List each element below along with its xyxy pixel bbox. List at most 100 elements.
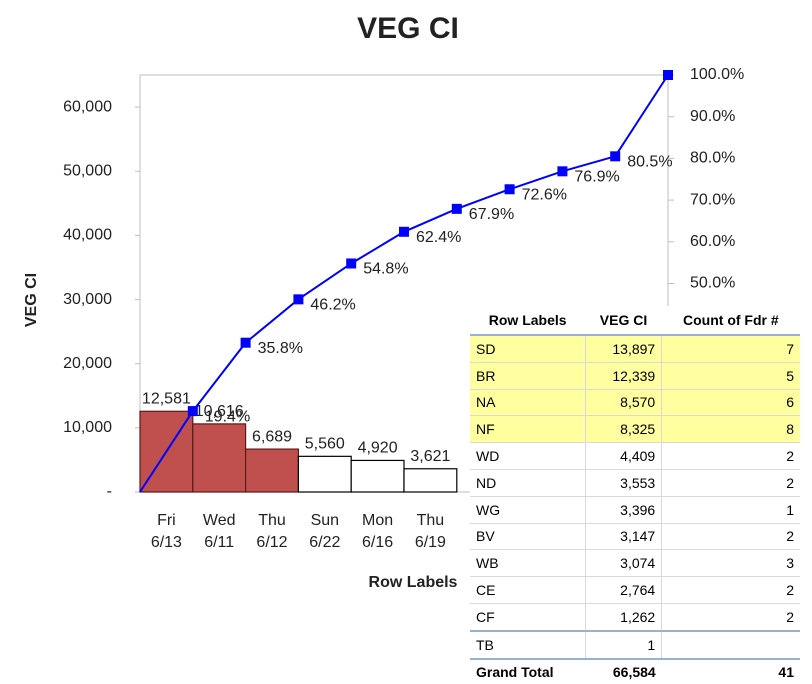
y2-tick-label: 50.0% [690, 275, 735, 292]
table-cell: 4,409 [585, 442, 663, 470]
table-cell: CE [470, 576, 586, 604]
table-cell: 8,570 [585, 389, 663, 417]
header-row: Row Labels VEG CI Count of Fdr # [470, 306, 800, 336]
line-marker [240, 337, 251, 348]
x-tick-label: Sun 6/22 [309, 512, 341, 551]
bar-label: 12,581 [142, 391, 191, 408]
x-tick-label: Mon 6/16 [362, 512, 394, 551]
table-cell: 2,764 [585, 576, 663, 604]
total-cell: 66,584 [585, 657, 662, 684]
table-cell: SD [470, 335, 586, 363]
point-label: 19.4% [205, 408, 250, 425]
line-marker [399, 226, 409, 237]
table-cell: 3,074 [585, 549, 663, 578]
table-row: SD 13,897 7 [470, 335, 800, 363]
table-cell: 7 [661, 335, 800, 363]
table-row: BV 3,147 2 [470, 523, 800, 551]
bar [297, 455, 352, 493]
table-row: WG 3,396 1 [470, 496, 800, 524]
y-tick-label: 60,000 [63, 98, 112, 115]
bar-label: 4,920 [358, 440, 398, 457]
table-cell: 6 [661, 389, 800, 417]
point-label: 76.9% [574, 169, 619, 186]
table-row: CF 1,262 2 [470, 603, 800, 632]
point-label: 46.2% [310, 297, 355, 314]
table-cell: WG [470, 496, 586, 524]
point-label: 35.8% [258, 340, 303, 357]
table-cell: CF [470, 603, 586, 632]
table-cell: 1,262 [585, 603, 663, 632]
table-cell: NF [470, 415, 586, 444]
pivot-table: Row Labels VEG CI Count of Fdr # SD 13,897 7 B… [470, 306, 800, 684]
bar [192, 423, 247, 493]
y-tick-label: 20,000 [63, 355, 112, 372]
table-cell: 3,396 [585, 496, 663, 524]
line [192, 74, 669, 412]
x-tick-label: Thu 6/19 [414, 512, 446, 551]
table-cell: ND [470, 469, 586, 497]
y2-tick-label: 100.0% [690, 66, 744, 83]
line-marker [187, 406, 198, 417]
bar [403, 468, 458, 493]
bar [245, 448, 300, 493]
y2-tick-label: 60.0% [690, 233, 735, 250]
table-row: TB 1 [470, 630, 800, 660]
total-cell: 41 [661, 657, 800, 684]
table-cell: NA [470, 389, 586, 417]
table-cell: 5 [661, 362, 800, 390]
line-marker [610, 151, 621, 162]
total-row: Grand Total 66,584 41 [470, 657, 800, 684]
y-tick-label: 30,000 [63, 291, 112, 308]
table-row: WB 3,074 3 [470, 549, 800, 578]
x-tick-label: Fri 6/13 [150, 512, 182, 551]
chart-title: VEG CI [357, 12, 459, 45]
table-cell: BR [470, 362, 586, 390]
table-cell: 2 [661, 603, 800, 632]
y-tick-label: 10,000 [63, 419, 112, 436]
point-label: 67.9% [469, 206, 514, 223]
line-marker [504, 184, 515, 195]
table-row: CE 2,764 2 [470, 576, 800, 604]
y-axis-label: VEG CI [23, 273, 40, 327]
table-cell: 8,325 [585, 415, 663, 444]
header-cell: Row Labels [470, 306, 586, 336]
line-marker [557, 166, 568, 177]
table-cell: 2 [661, 523, 800, 551]
total-cell: Grand Total [470, 657, 586, 684]
table-cell: 2 [661, 576, 800, 604]
point-label: 80.5% [627, 154, 672, 171]
table-cell: 8 [661, 415, 800, 444]
bar-label: 6,689 [252, 428, 292, 445]
bar-label: 10,616 [195, 403, 244, 420]
table-cell: 13,897 [585, 335, 663, 363]
y-tick-label: - [107, 483, 112, 500]
table-row: WD 4,409 2 [470, 442, 800, 470]
x-tick-label: Thu 6/12 [256, 512, 288, 551]
line-start [139, 410, 194, 493]
y2-tick-label: 70.0% [690, 191, 735, 208]
line-marker [663, 70, 673, 80]
y-tick-label: 40,000 [63, 227, 112, 244]
point-label: 72.6% [522, 186, 567, 203]
table-row: ND 3,553 2 [470, 469, 800, 497]
point-label: 62.4% [416, 229, 461, 246]
x-tick-label: Wed 6/11 [202, 512, 236, 551]
header-cell: VEG CI [585, 306, 662, 336]
table-cell: 3,553 [585, 469, 663, 497]
table-row: NF 8,325 8 [470, 415, 800, 444]
table-cell: BV [470, 523, 586, 551]
table-cell: 12,339 [585, 362, 663, 390]
table-row: NA 8,570 6 [470, 389, 800, 417]
bar-label: 5,560 [305, 436, 345, 453]
table-cell: WB [470, 549, 586, 578]
table-cell: WD [470, 442, 586, 470]
table-cell: TB [470, 630, 586, 660]
line-marker [451, 203, 462, 214]
table-cell: 1 [661, 496, 800, 524]
point-label: 54.8% [363, 261, 408, 278]
bar [350, 459, 405, 493]
y-tick-label: 50,000 [63, 162, 112, 179]
table-cell: 1 [585, 630, 663, 660]
